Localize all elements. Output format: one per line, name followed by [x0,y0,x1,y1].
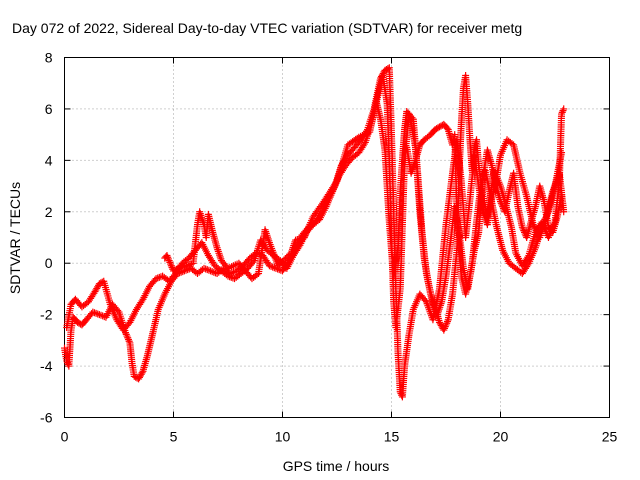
data-point [157,273,165,281]
data-point [443,318,451,325]
y-tick-label: 2 [45,204,53,220]
data-point [497,198,504,205]
data-point [211,269,219,277]
data-point [186,261,194,268]
x-tick-label: 5 [170,429,178,445]
x-tick-label: 0 [61,429,69,445]
data-point [202,265,210,273]
y-tick-label: -2 [40,307,53,323]
data-point [443,319,451,327]
data-point [360,140,368,148]
axis-tick-labels: 0 5 10 15 20 25 -6 -4 -2 0 2 4 6 8 [40,50,617,445]
data-point [154,274,162,282]
data-point [332,179,340,187]
data-point [226,273,234,281]
y-tick-label: 8 [45,50,53,66]
data-point [498,201,506,209]
data-point [270,264,278,272]
data-point [183,262,191,270]
data-point [441,324,449,332]
data-point [123,332,131,340]
data-point [558,110,566,118]
series-trace-1 [61,64,568,401]
data-point [560,208,568,216]
data-point [200,264,208,272]
data-point [519,225,527,233]
data-point [440,326,448,334]
data-point [97,311,105,319]
data-point [90,309,98,317]
data-point [172,265,180,273]
axis-ticks [64,57,610,418]
data-point [267,262,275,270]
x-tick-label: 15 [384,429,400,445]
data-point [152,275,160,283]
data-point [92,309,100,317]
data-point [441,323,449,331]
data-point [164,253,172,261]
data-point [560,105,568,113]
data-point [558,108,566,116]
data-point [518,223,526,231]
data-point [124,336,132,343]
data-point [208,268,216,276]
y-tick-label: -4 [40,358,53,374]
data-point [269,263,277,271]
data-point [408,114,416,122]
data-point [165,257,173,265]
data-point [205,266,213,274]
data-point [443,124,451,132]
y-tick-label: -6 [40,410,53,426]
data-point [166,258,174,266]
data-point [558,192,566,200]
x-tick-label: 20 [493,429,509,445]
data-point [524,253,532,261]
chart-title: Day 072 of 2022, Sidereal Day-to-day VTE… [12,20,522,36]
data-point [207,267,215,275]
data-point [94,310,102,318]
data-point [421,296,429,304]
data-point [89,308,97,316]
x-axis-label: GPS time / hours [283,458,390,474]
data-point [224,272,232,280]
data-point [265,262,273,270]
data-point [442,321,450,329]
data-point [167,262,175,270]
data-point [559,107,567,115]
data-point [167,260,175,268]
data-point [124,334,132,342]
y-tick-label: 0 [45,255,53,271]
y-axis-label: SDTVAR / TECUs [7,182,23,294]
plot-frame [64,57,610,418]
y-tick-label: 6 [45,101,53,117]
data-point [184,261,192,269]
data-point [138,297,146,305]
data-point [95,311,103,319]
data-point [249,258,257,266]
data-point [163,252,171,259]
y-tick-label: 4 [45,152,53,168]
x-tick-label: 10 [275,429,291,445]
data-point [229,274,237,282]
data-point [138,369,146,377]
data-point [125,337,133,345]
data-point [384,65,392,73]
data-point [203,266,211,274]
series-trace-4 [403,120,566,298]
data-point [122,330,130,338]
data-point [520,227,528,235]
data-point [164,255,172,263]
data-series [61,64,568,401]
x-tick-label: 25 [602,429,618,445]
